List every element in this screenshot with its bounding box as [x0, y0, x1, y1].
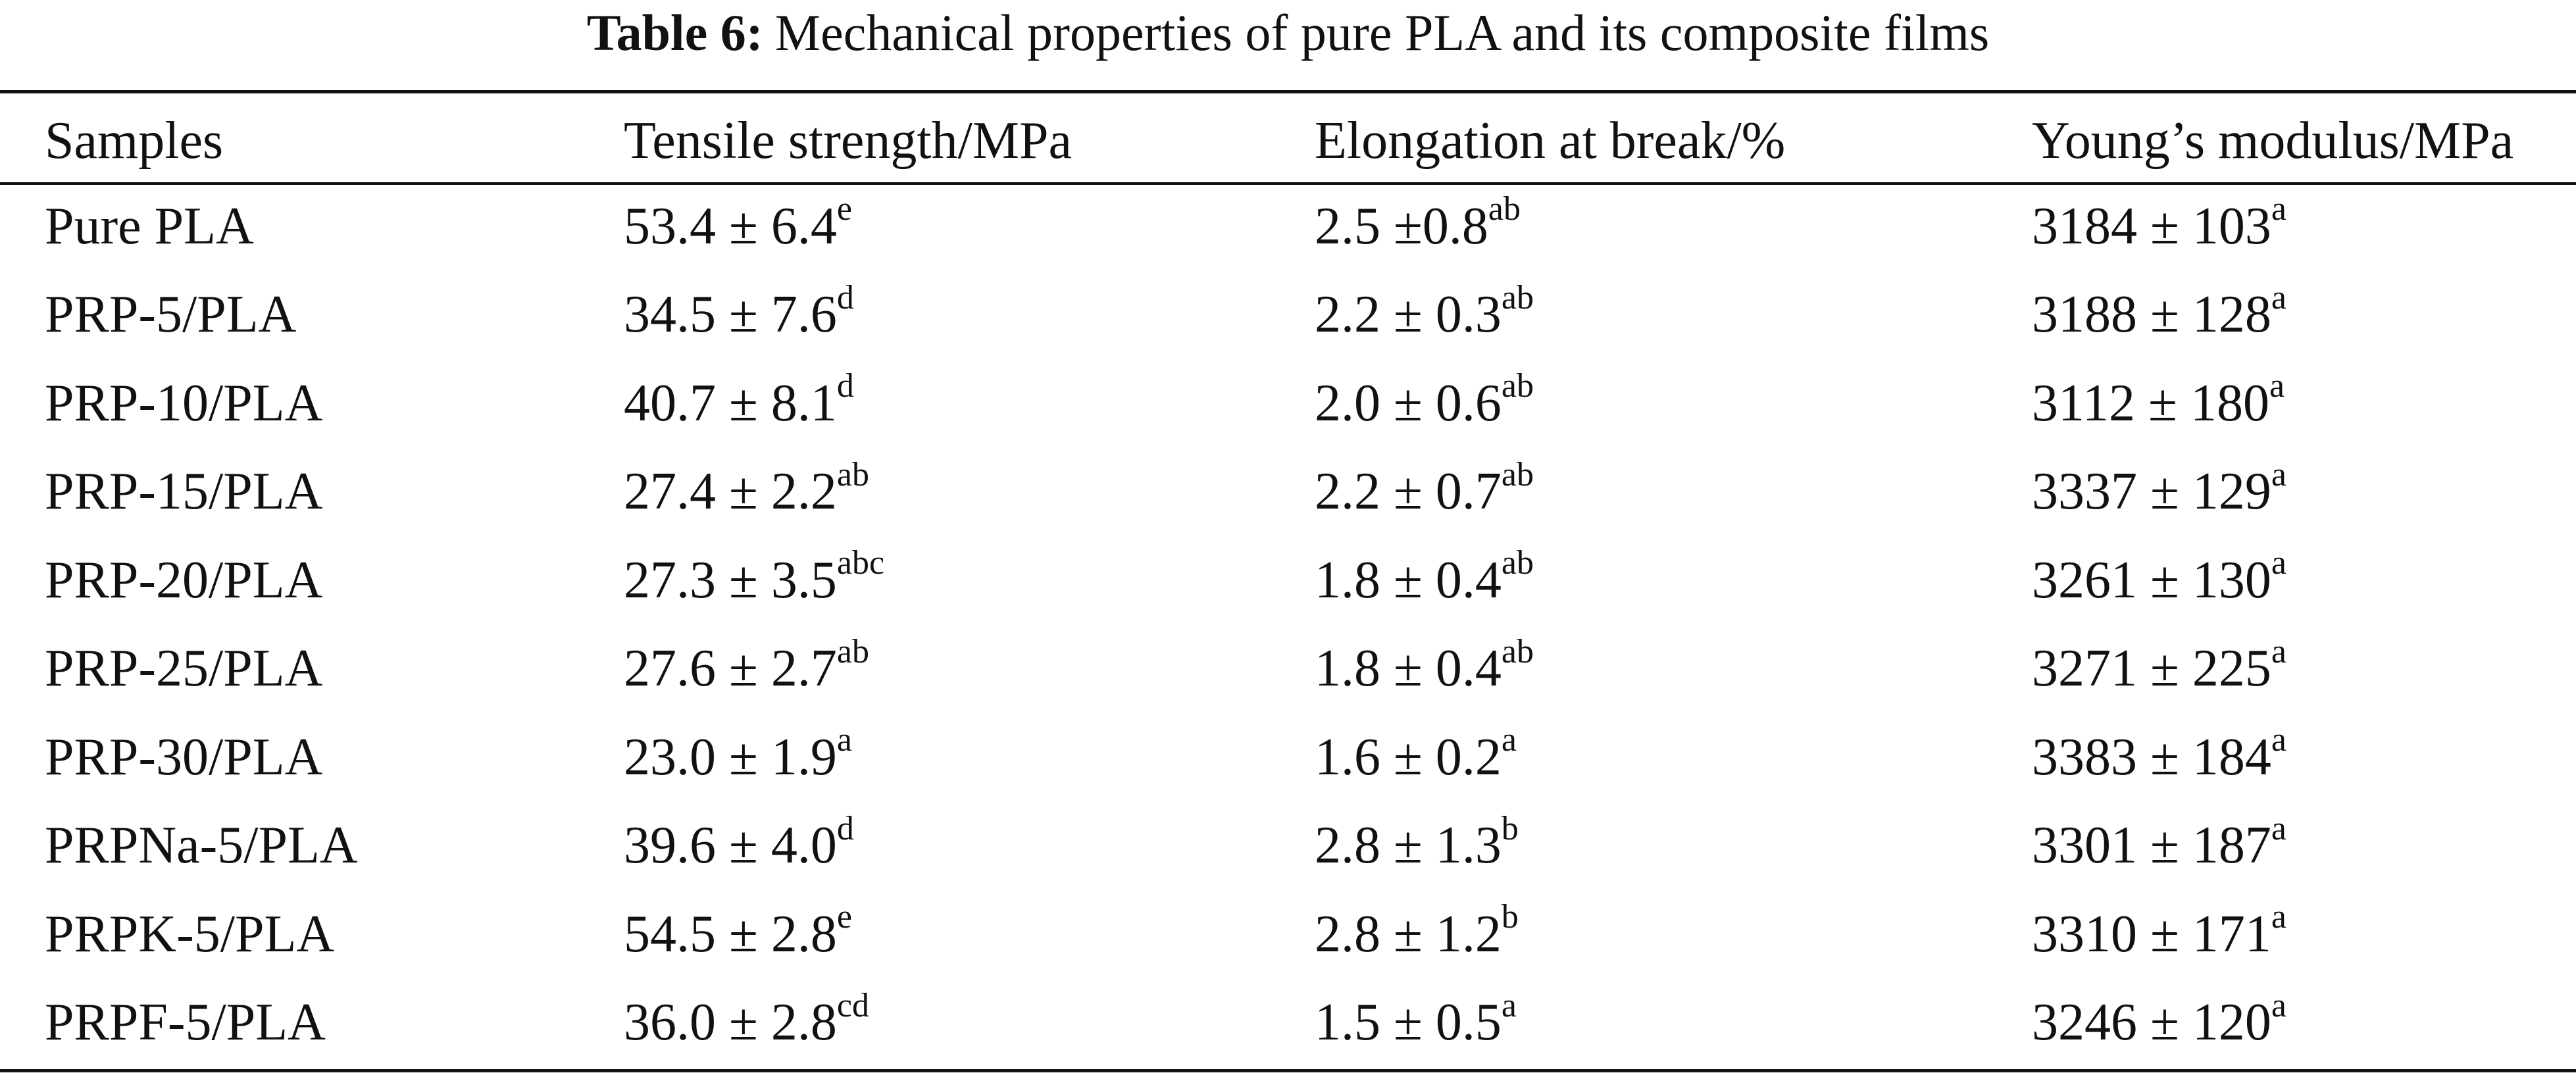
- cell-sample: PRPK-5/PLA: [45, 905, 335, 963]
- table-top-rule: [0, 90, 2576, 93]
- cell-sample: PRP-25/PLA: [45, 639, 323, 698]
- cell-youngs-modulus: 3184 ± 103a: [2032, 190, 2286, 255]
- cell-elongation: 1.6 ± 0.2a: [1315, 721, 1517, 786]
- cell-youngs-modulus: 3383 ± 184a: [2032, 721, 2286, 786]
- column-header-youngs-modulus: Young’s modulus/MPa: [2032, 112, 2514, 170]
- table-row: PRP-20/PLA 27.3 ± 3.5abc 1.8 ± 0.4ab 326…: [0, 536, 2576, 625]
- cell-sample: PRP-5/PLA: [45, 286, 297, 344]
- column-header-samples: Samples: [45, 112, 224, 170]
- cell-tensile-strength: 36.0 ± 2.8cd: [624, 986, 869, 1052]
- table-row: PRP-25/PLA 27.6 ± 2.7ab 1.8 ± 0.4ab 3271…: [0, 625, 2576, 714]
- table-header-rule: [0, 182, 2576, 185]
- cell-tensile-strength: 27.4 ± 2.2ab: [624, 455, 869, 521]
- cell-elongation: 1.5 ± 0.5a: [1315, 986, 1517, 1052]
- cell-sample: PRP-10/PLA: [45, 374, 323, 432]
- column-header-elongation-at-break: Elongation at break/%: [1315, 112, 1786, 170]
- cell-youngs-modulus: 3310 ± 171a: [2032, 898, 2286, 963]
- table-row: PRP-30/PLA 23.0 ± 1.9a 1.6 ± 0.2a 3383 ±…: [0, 713, 2576, 802]
- table-caption: Table 6: Mechanical properties of pure PL…: [0, 0, 2576, 80]
- cell-youngs-modulus: 3246 ± 120a: [2032, 986, 2286, 1052]
- cell-tensile-strength: 53.4 ± 6.4e: [624, 190, 852, 255]
- table-header-row: Samples Tensile strength/MPa Elongation …: [0, 93, 2576, 182]
- cell-elongation: 2.0 ± 0.6ab: [1315, 367, 1534, 432]
- table-row: PRPNa-5/PLA 39.6 ± 4.0d 2.8 ± 1.3b 3301 …: [0, 802, 2576, 891]
- mechanical-properties-table: Samples Tensile strength/MPa Elongation …: [0, 93, 2576, 1067]
- cell-sample: PRP-20/PLA: [45, 551, 323, 609]
- table-row: PRP-15/PLA 27.4 ± 2.2ab 2.2 ± 0.7ab 3337…: [0, 448, 2576, 537]
- table-caption-label: Table 6:: [586, 4, 763, 61]
- cell-tensile-strength: 27.3 ± 3.5abc: [624, 544, 885, 609]
- table-bottom-rule: [0, 1069, 2576, 1072]
- cell-elongation: 1.8 ± 0.4ab: [1315, 632, 1534, 698]
- table-row: PRP-5/PLA 34.5 ± 7.6d 2.2 ± 0.3ab 3188 ±…: [0, 271, 2576, 360]
- column-header-tensile-strength: Tensile strength/MPa: [624, 112, 1072, 170]
- cell-elongation: 1.8 ± 0.4ab: [1315, 544, 1534, 609]
- cell-youngs-modulus: 3261 ± 130a: [2032, 544, 2286, 609]
- cell-elongation: 2.8 ± 1.3b: [1315, 809, 1519, 875]
- table-row: PRPF-5/PLA 36.0 ± 2.8cd 1.5 ± 0.5a 3246 …: [0, 979, 2576, 1068]
- cell-sample: PRP-15/PLA: [45, 463, 323, 521]
- cell-elongation: 2.2 ± 0.7ab: [1315, 455, 1534, 521]
- cell-tensile-strength: 40.7 ± 8.1d: [624, 367, 854, 432]
- table-row: Pure PLA 53.4 ± 6.4e 2.5 ±0.8ab 3184 ± 1…: [0, 182, 2576, 271]
- cell-tensile-strength: 39.6 ± 4.0d: [624, 809, 854, 875]
- cell-youngs-modulus: 3188 ± 128a: [2032, 278, 2286, 344]
- cell-youngs-modulus: 3301 ± 187a: [2032, 809, 2286, 875]
- cell-elongation: 2.8 ± 1.2b: [1315, 898, 1519, 963]
- table-row: PRP-10/PLA 40.7 ± 8.1d 2.0 ± 0.6ab 3112 …: [0, 359, 2576, 448]
- cell-youngs-modulus: 3271 ± 225a: [2032, 632, 2286, 698]
- cell-sample: PRP-30/PLA: [45, 728, 323, 786]
- cell-sample: Pure PLA: [45, 197, 254, 255]
- cell-tensile-strength: 34.5 ± 7.6d: [624, 278, 854, 344]
- cell-tensile-strength: 54.5 ± 2.8e: [624, 898, 852, 963]
- cell-youngs-modulus: 3112 ± 180a: [2032, 367, 2285, 432]
- table-caption-text: Mechanical properties of pure PLA and it…: [774, 4, 1990, 61]
- cell-tensile-strength: 27.6 ± 2.7ab: [624, 632, 869, 698]
- cell-sample: PRPNa-5/PLA: [45, 816, 358, 875]
- cell-youngs-modulus: 3337 ± 129a: [2032, 455, 2286, 521]
- cell-tensile-strength: 23.0 ± 1.9a: [624, 721, 852, 786]
- cell-sample: PRPF-5/PLA: [45, 993, 326, 1052]
- table-row: PRPK-5/PLA 54.5 ± 2.8e 2.8 ± 1.2b 3310 ±…: [0, 890, 2576, 979]
- cell-elongation: 2.2 ± 0.3ab: [1315, 278, 1534, 344]
- cell-elongation: 2.5 ±0.8ab: [1315, 190, 1521, 255]
